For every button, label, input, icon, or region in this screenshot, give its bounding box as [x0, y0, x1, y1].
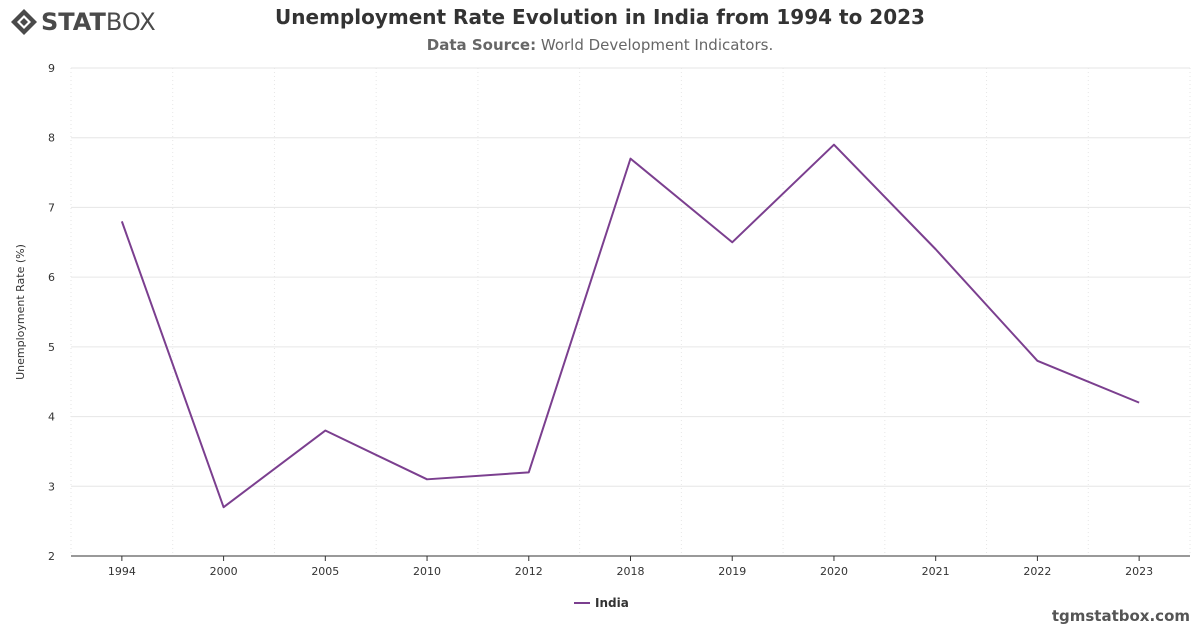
x-tick-label: 2019 — [718, 565, 746, 578]
x-tick-label: 2018 — [617, 565, 645, 578]
y-tick-label: 3 — [48, 480, 55, 493]
data-point[interactable] — [1136, 400, 1142, 406]
subtitle-label: Data Source: — [426, 36, 537, 54]
x-tick-label: 2000 — [210, 565, 238, 578]
subtitle-text: World Development Indicators. — [536, 36, 774, 54]
x-tick-label: 2012 — [515, 565, 543, 578]
data-point[interactable] — [628, 156, 634, 162]
data-point[interactable] — [221, 504, 227, 510]
series-layer — [119, 142, 1142, 510]
y-tick-label: 2 — [48, 550, 55, 563]
axis-layer: 2 3 4 5 6 7 8 9 1994 2000 2005 2010 2012 2018 2019 2020… — [48, 62, 1190, 578]
x-tick-label: 2021 — [922, 565, 950, 578]
x-tick-label: 2010 — [413, 565, 441, 578]
x-tick-label: 2005 — [311, 565, 339, 578]
data-point[interactable] — [729, 239, 735, 245]
x-tick-label: 2020 — [820, 565, 848, 578]
chart-subtitle: Data Source: World Development Indicator… — [0, 36, 1200, 54]
y-tick-label: 4 — [48, 411, 55, 424]
legend[interactable]: India — [574, 596, 629, 610]
data-point[interactable] — [831, 142, 837, 148]
brand-logo[interactable]: STATBOX — [10, 8, 156, 36]
y-tick-label: 8 — [48, 132, 55, 145]
y-tick-label: 7 — [48, 201, 55, 214]
series-line-india[interactable] — [120, 143, 1140, 509]
x-tick-label: 2022 — [1023, 565, 1051, 578]
legend-label[interactable]: India — [595, 596, 629, 610]
data-point[interactable] — [526, 469, 532, 475]
watermark: tgmstatbox.com — [1051, 607, 1190, 625]
y-tick-label: 5 — [48, 341, 55, 354]
data-point[interactable] — [933, 246, 939, 252]
statbox-diamond-icon — [11, 9, 37, 35]
x-tick-label: 2023 — [1125, 565, 1153, 578]
grid-layer — [70, 67, 1191, 556]
x-tick-label: 1994 — [108, 565, 136, 578]
y-axis-title: Unemployment Rate (%) — [14, 244, 27, 380]
y-tick-label: 6 — [48, 271, 55, 284]
data-point[interactable] — [322, 428, 328, 434]
y-tick-label: 9 — [48, 62, 55, 75]
chart-title: Unemployment Rate Evolution in India fro… — [275, 5, 925, 29]
data-point[interactable] — [119, 218, 125, 224]
data-point[interactable] — [424, 476, 430, 482]
brand-name-bold: STAT — [41, 8, 106, 36]
brand-name-light: BOX — [105, 8, 156, 36]
data-point[interactable] — [1034, 358, 1040, 364]
brand-wordmark: STATBOX — [41, 8, 156, 36]
